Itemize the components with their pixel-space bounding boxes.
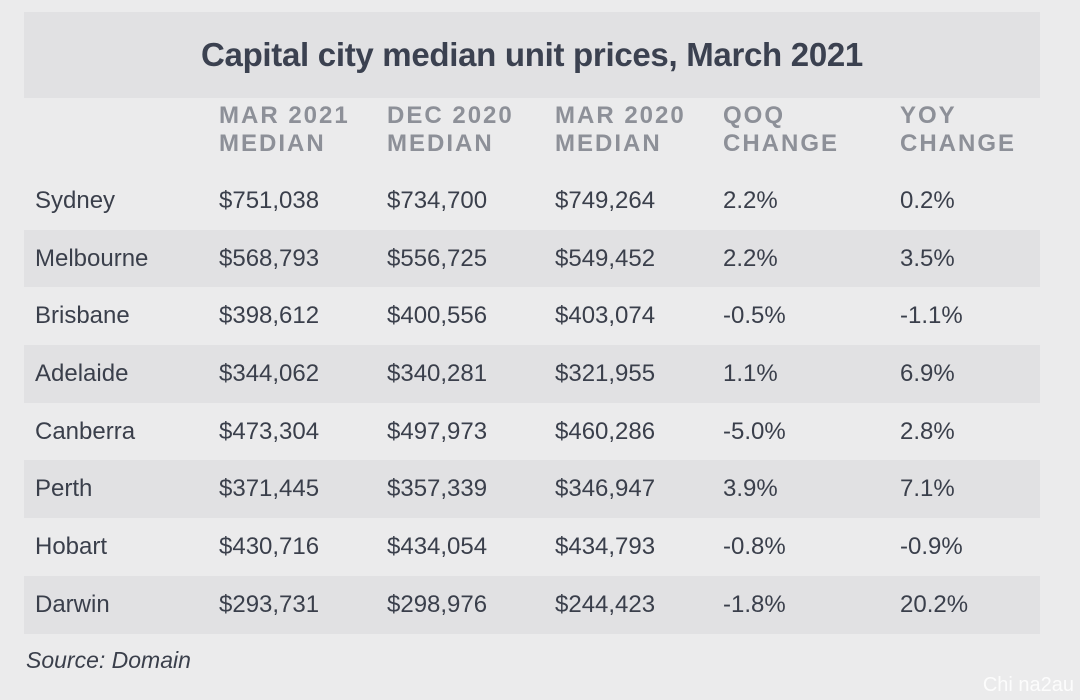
yoy-change: 0.2% [900,187,955,214]
dec-2020-median: $340,281 [387,360,488,388]
dec-2020-median: $734,700 [387,187,488,214]
mar-2021-median: $293,731 [219,590,320,618]
yoy-change: 20.2% [900,590,969,618]
table-title: Capital city median unit prices, March 2… [200,36,863,73]
dec-2020-median: $298,976 [387,590,488,618]
yoy-change: 2.8% [900,417,955,445]
mar-2021-median: $398,612 [219,302,320,330]
mar-2020-median: $346,947 [555,475,656,503]
city-name: Canberra [35,417,136,445]
dec-2020-median: $497,973 [387,417,488,445]
city-name: Brisbane [35,302,130,330]
table-row: Brisbane $398,612 $400,556 $403,074 -0.5… [24,287,1040,345]
mar-2020-median: $403,074 [555,302,656,330]
qoq-change: 2.2% [723,187,778,214]
mar-2021-median: $751,038 [219,187,320,214]
city-name: Sydney [35,187,116,214]
table-row: Adelaide $344,062 $340,281 $321,955 1.1%… [24,345,1040,403]
header-qoq-change: QOQ CHANGE [723,102,840,157]
qoq-change: -0.8% [723,533,786,561]
table-row: Canberra $473,304 $497,973 $460,286 -5.0… [24,403,1040,461]
qoq-change: 2.2% [723,244,778,272]
dec-2020-median: $357,339 [387,475,488,503]
header-dec-2020-median: DEC 2020 MEDIAN [387,102,514,157]
mar-2020-median: $434,793 [555,533,656,561]
mar-2021-median: $568,793 [219,244,320,272]
dec-2020-median: $434,054 [387,533,488,561]
qoq-change: 3.9% [723,475,778,503]
qoq-change: 1.1% [723,360,778,388]
mar-2020-median: $749,264 [555,187,656,214]
dec-2020-median: $400,556 [387,302,488,330]
table-row: Melbourne $568,793 $556,725 $549,452 2.2… [24,229,1040,288]
mar-2021-median: $371,445 [219,475,320,503]
header-mar-2020-median: MAR 2020 MEDIAN [555,102,686,157]
title-band: Capital city median unit prices, March 2… [24,12,1040,98]
city-name: Hobart [35,533,108,561]
city-name: Perth [35,475,93,503]
qoq-change: -1.8% [723,590,786,618]
mar-2021-median: $473,304 [219,417,320,445]
header-yoy-change: YOY CHANGE [900,102,1017,157]
yoy-change: -0.9% [900,533,963,561]
yoy-change: 3.5% [900,244,955,272]
table-body: Sydney $751,038 $734,700 $749,264 2.2% 0… [24,172,1040,634]
mar-2021-median: $430,716 [219,533,320,561]
mar-2020-median: $244,423 [555,590,656,618]
table-row: Hobart $430,716 $434,054 $434,793 -0.8% … [24,518,1040,576]
qoq-change: -5.0% [723,417,786,445]
table-row: Darwin $293,731 $298,976 $244,423 -1.8% … [24,575,1040,634]
yoy-change: 6.9% [900,360,955,388]
mar-2020-median: $460,286 [555,417,656,445]
yoy-change: 7.1% [900,475,955,503]
table-row: Perth $371,445 $357,339 $346,947 3.9% 7.… [24,460,1040,519]
mar-2020-median: $321,955 [555,360,656,388]
mar-2021-median: $344,062 [219,360,320,388]
city-name: Darwin [35,590,110,618]
dec-2020-median: $556,725 [387,244,488,272]
city-name: Adelaide [35,360,129,388]
watermark: Chi na2au [982,674,1074,696]
city-name: Melbourne [35,244,149,272]
mar-2020-median: $549,452 [555,244,656,272]
yoy-change: -1.1% [900,302,963,330]
table-row: Sydney $751,038 $734,700 $749,264 2.2% 0… [24,172,1040,230]
header-mar-2021-median: MAR 2021 MEDIAN [219,102,350,157]
table-header-row: MAR 2021 MEDIAN DEC 2020 MEDIAN MAR 2020… [24,100,1040,172]
qoq-change: -0.5% [723,302,786,330]
source-caption: Source: Domain [26,647,191,673]
